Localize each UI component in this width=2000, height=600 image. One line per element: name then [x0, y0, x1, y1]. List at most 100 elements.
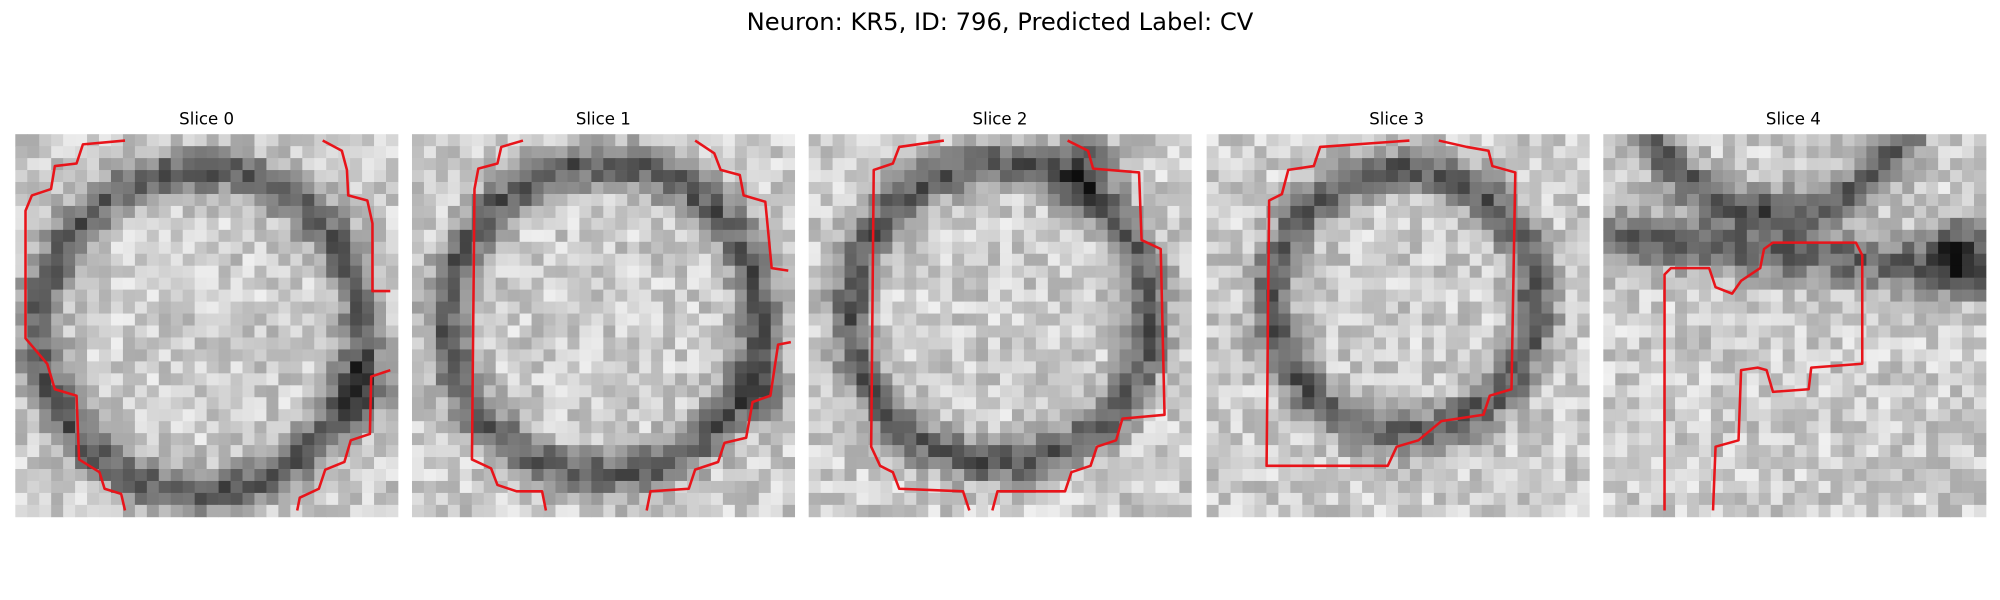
pixel — [1842, 421, 1855, 434]
pixel — [904, 337, 917, 350]
pixel — [471, 445, 485, 458]
pixel — [782, 146, 796, 159]
pixel — [832, 397, 845, 410]
pixel — [1083, 193, 1097, 207]
pixel — [278, 301, 291, 314]
pixel — [483, 504, 497, 518]
pixel — [411, 492, 425, 506]
pixel — [254, 289, 267, 302]
pixel — [1974, 421, 1987, 434]
pixel — [278, 146, 291, 159]
pixel — [326, 469, 339, 482]
pixel — [698, 373, 712, 386]
pixel — [1962, 158, 1975, 171]
pixel — [170, 349, 184, 362]
pixel — [519, 217, 532, 231]
pixel — [808, 385, 822, 398]
pixel — [1565, 134, 1578, 147]
pixel — [1698, 337, 1712, 350]
pixel — [1000, 373, 1013, 386]
pixel — [1938, 385, 1951, 398]
pixel — [1746, 182, 1760, 195]
pixel — [63, 325, 76, 338]
pixel — [746, 469, 760, 482]
pixel — [1266, 337, 1279, 350]
pixel — [447, 421, 461, 434]
pixel — [1651, 433, 1664, 446]
pixel — [519, 433, 532, 446]
pixel — [1278, 241, 1291, 255]
pixel — [1830, 158, 1843, 171]
pixel — [1529, 241, 1542, 255]
pixel — [770, 229, 784, 243]
pixel — [87, 253, 100, 267]
pixel — [1206, 397, 1219, 410]
pixel — [1290, 373, 1303, 386]
pixel — [278, 170, 291, 183]
pixel — [495, 385, 509, 398]
pixel — [555, 229, 568, 243]
pixel — [1577, 337, 1590, 350]
pixel — [844, 146, 857, 159]
pixel — [1143, 265, 1156, 279]
pixel — [242, 397, 255, 410]
pixel — [326, 385, 339, 398]
pixel — [63, 445, 76, 458]
pixel — [844, 241, 857, 255]
pixel — [471, 492, 485, 506]
pixel — [940, 409, 953, 422]
pixel — [1974, 241, 1987, 255]
pixel — [531, 421, 544, 434]
pixel — [242, 445, 255, 458]
pixel — [1350, 337, 1363, 350]
pixel — [1553, 217, 1566, 231]
pixel — [591, 504, 604, 518]
pixel — [976, 170, 989, 183]
pixel — [615, 313, 628, 326]
pixel — [1167, 241, 1180, 255]
pixel — [1059, 409, 1073, 422]
pixel — [1000, 361, 1013, 374]
pixel — [1806, 193, 1819, 207]
pixel — [1457, 170, 1471, 183]
pixel — [194, 158, 208, 171]
pixel — [182, 409, 196, 422]
pixel — [1409, 492, 1423, 506]
pixel — [1457, 277, 1471, 291]
pixel — [1409, 158, 1423, 171]
pixel — [1011, 349, 1025, 362]
pixel — [710, 289, 724, 302]
pixel — [194, 146, 208, 159]
pixel — [338, 289, 351, 302]
pixel — [1794, 313, 1807, 326]
pixel — [99, 385, 112, 398]
pixel — [820, 480, 833, 494]
pixel — [1047, 158, 1061, 171]
pixel — [543, 253, 556, 267]
pixel — [591, 265, 604, 279]
pixel — [326, 265, 339, 279]
pixel — [591, 337, 604, 350]
pixel — [483, 409, 497, 422]
pixel — [411, 205, 425, 219]
pixel — [916, 445, 929, 458]
pixel — [87, 480, 100, 494]
pixel — [158, 397, 172, 410]
pixel — [627, 134, 640, 147]
pixel — [1974, 361, 1987, 374]
pixel — [1445, 170, 1459, 183]
pixel — [1469, 277, 1483, 291]
pixel — [555, 170, 568, 183]
pixel — [459, 229, 473, 243]
pixel — [411, 193, 425, 207]
pixel — [122, 277, 136, 291]
pixel — [1000, 337, 1013, 350]
pixel — [844, 361, 857, 374]
pixel — [27, 313, 40, 326]
pixel — [1047, 241, 1061, 255]
pixel — [146, 373, 160, 386]
pixel — [820, 409, 833, 422]
pixel — [639, 409, 652, 422]
pixel — [758, 146, 772, 159]
pixel — [1326, 217, 1339, 231]
